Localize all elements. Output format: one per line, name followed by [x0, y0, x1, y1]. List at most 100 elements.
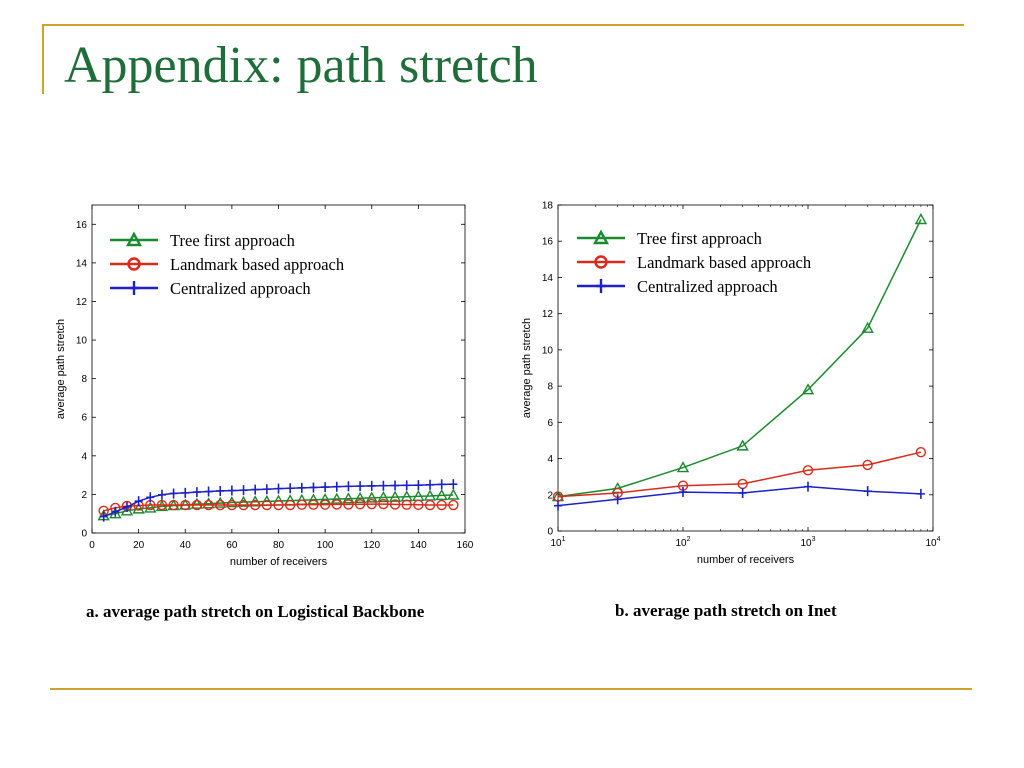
y-tick-label: 12	[542, 309, 554, 320]
data-point-centralized-approach	[916, 488, 925, 499]
plot-area-frame	[557, 204, 934, 532]
data-point-landmark-based-approach	[284, 499, 296, 511]
data-point-centralized-approach	[99, 511, 108, 522]
data-point-tree-first-approach	[307, 493, 320, 505]
y-tick-label: 0	[81, 529, 87, 540]
data-point-centralized-approach	[192, 487, 201, 498]
x-tick-label: 0	[89, 540, 95, 551]
x-tick-label: 100	[317, 540, 334, 551]
y-tick-label: 4	[547, 454, 553, 465]
data-point-landmark-based-approach	[319, 499, 331, 510]
y-tick-label: 8	[547, 382, 553, 393]
data-point-centralized-approach	[134, 496, 143, 507]
data-point-landmark-based-approach	[273, 499, 284, 511]
x-tick-label: 103	[800, 536, 815, 549]
legend-item-centralized-approach: Centralized approach	[577, 277, 778, 296]
data-point-landmark-based-approach	[343, 499, 354, 510]
data-point-landmark-based-approach	[366, 498, 377, 510]
data-point-landmark-based-approach	[802, 465, 814, 476]
data-point-tree-first-approach	[435, 488, 448, 501]
data-point-centralized-approach	[402, 480, 411, 491]
x-tick-label: 120	[363, 540, 380, 551]
y-tick-label: 18	[542, 201, 554, 212]
data-point-landmark-based-approach	[436, 499, 447, 511]
legend-label: Landmark based approach	[637, 253, 812, 272]
x-tick-label: 101	[550, 536, 565, 549]
data-point-landmark-based-approach	[413, 499, 424, 511]
data-point-centralized-approach	[169, 488, 178, 499]
x-tick-label: 80	[273, 540, 285, 551]
caption-inet: b. average path stretch on Inet	[615, 601, 837, 620]
data-point-landmark-based-approach	[203, 499, 214, 511]
x-tick-label: 20	[133, 540, 145, 551]
data-point-tree-first-approach	[365, 491, 378, 503]
data-point-centralized-approach	[251, 484, 260, 495]
data-point-landmark-based-approach	[378, 498, 389, 510]
data-point-landmark-based-approach	[331, 499, 342, 510]
data-point-tree-first-approach	[190, 497, 204, 509]
data-point-centralized-approach	[367, 480, 376, 491]
data-point-centralized-approach	[181, 487, 190, 498]
slide-top-rule	[42, 24, 964, 26]
x-axis-label: number of receivers	[230, 556, 328, 568]
data-point-tree-first-approach	[155, 499, 169, 512]
data-point-landmark-based-approach	[296, 499, 308, 510]
data-point-centralized-approach	[804, 481, 812, 492]
data-point-tree-first-approach	[342, 492, 355, 504]
data-point-tree-first-approach	[214, 496, 227, 508]
x-tick-label: 104	[925, 536, 940, 549]
y-tick-label: 4	[81, 451, 87, 462]
legend-label: Centralized approach	[637, 277, 778, 296]
legend-item-landmark-based-approach: Landmark based approach	[110, 255, 345, 274]
data-point-centralized-approach	[157, 489, 166, 500]
data-point-tree-first-approach	[736, 439, 749, 451]
data-point-landmark-based-approach	[915, 447, 927, 458]
series-line-landmark-based-approach	[103, 503, 454, 512]
data-point-landmark-based-approach	[156, 499, 168, 511]
data-point-landmark-based-approach	[249, 499, 261, 511]
data-point-centralized-approach	[239, 485, 248, 496]
data-point-centralized-approach	[554, 500, 562, 511]
data-point-centralized-approach	[332, 481, 341, 492]
data-point-centralized-approach	[122, 501, 131, 512]
data-point-landmark-based-approach	[424, 499, 436, 511]
data-point-landmark-based-approach	[401, 499, 412, 510]
legend-marker	[596, 279, 606, 293]
series-line-landmark-based-approach	[557, 451, 922, 498]
data-point-centralized-approach	[297, 482, 306, 493]
legend-marker	[127, 257, 141, 271]
slide-title: Appendix: path stretch	[64, 37, 538, 94]
y-axis-label: average path stretch	[521, 318, 533, 418]
data-point-tree-first-approach	[132, 502, 145, 514]
data-point-tree-first-approach	[144, 501, 157, 513]
data-point-landmark-based-approach	[448, 499, 459, 511]
y-tick-label: 16	[542, 237, 554, 248]
y-tick-label: 14	[542, 273, 554, 284]
data-point-centralized-approach	[111, 506, 120, 517]
slide-corner-accent-vertical	[42, 24, 44, 94]
x-tick-label: 160	[457, 540, 474, 551]
plot-area-frame	[91, 204, 466, 534]
data-point-centralized-approach	[379, 480, 388, 491]
legend-item-centralized-approach: Centralized approach	[110, 279, 311, 298]
data-point-centralized-approach	[321, 482, 330, 493]
data-point-centralized-approach	[449, 479, 458, 490]
data-point-tree-first-approach	[388, 490, 402, 502]
y-tick-label: 12	[76, 297, 88, 308]
legend-item-landmark-based-approach: Landmark based approach	[577, 253, 812, 272]
data-point-landmark-based-approach	[354, 499, 366, 510]
data-point-tree-first-approach	[353, 491, 367, 503]
data-point-tree-first-approach	[676, 461, 690, 473]
data-point-centralized-approach	[262, 484, 271, 495]
legend-label: Landmark based approach	[170, 255, 345, 274]
legend-label: Tree first approach	[170, 231, 296, 250]
x-tick-label: 140	[410, 540, 427, 551]
data-point-tree-first-approach	[330, 492, 343, 504]
y-tick-label: 2	[81, 490, 87, 501]
data-point-landmark-based-approach	[180, 499, 191, 511]
legend-item-tree-first-approach: Tree first approach	[577, 229, 763, 248]
legend-marker	[129, 281, 139, 295]
data-point-tree-first-approach	[447, 488, 460, 500]
y-tick-label: 2	[547, 490, 553, 501]
